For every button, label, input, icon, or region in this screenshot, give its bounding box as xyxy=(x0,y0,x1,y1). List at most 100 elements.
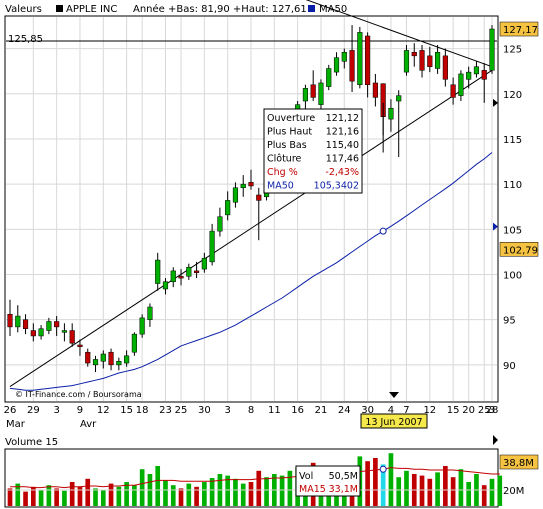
candle-down-body xyxy=(450,84,456,98)
x-tick-label: 3 xyxy=(224,405,230,416)
volume-bar xyxy=(170,485,176,506)
candle xyxy=(489,25,495,74)
candle-down-body xyxy=(248,182,254,187)
ma50-path xyxy=(9,152,493,391)
candle-down-body xyxy=(349,50,355,82)
candle-up-body xyxy=(46,321,52,331)
candle xyxy=(201,252,207,273)
candle-up-body xyxy=(357,32,363,86)
y-tick-label: 110 xyxy=(503,180,522,191)
candle xyxy=(131,332,137,356)
candle xyxy=(30,323,36,342)
y-tick-label: 105 xyxy=(503,225,522,236)
year-range-label: Année +Bas: 81,90 +Haut: 127,61 xyxy=(133,3,307,15)
candle-up-body xyxy=(147,306,153,320)
volume-bar xyxy=(435,472,440,506)
candle xyxy=(411,43,417,67)
tooltip-row-value: 121,16 xyxy=(326,127,359,138)
volume-bar xyxy=(62,490,67,506)
date-marker-label: 13 Jun 2007 xyxy=(365,417,422,428)
candle-up-body xyxy=(15,315,21,328)
candle xyxy=(333,52,340,76)
volume-bar xyxy=(450,477,456,506)
volume-bar xyxy=(287,470,293,506)
candle-up-body xyxy=(458,73,464,96)
volume-bar xyxy=(481,485,487,506)
candle xyxy=(450,77,456,105)
candle-down-body xyxy=(193,270,200,273)
volume-tooltip-label: MA15 xyxy=(299,484,326,495)
candle-up-body xyxy=(92,359,99,366)
tooltip-row-label: Chg % xyxy=(267,167,298,178)
volume-bar xyxy=(108,483,114,506)
volume-bar xyxy=(46,485,52,506)
candle-down-body xyxy=(365,35,371,86)
candle xyxy=(403,45,410,76)
volume-bar xyxy=(256,470,262,506)
volume-bar xyxy=(264,477,269,506)
candle-up-body xyxy=(341,51,347,62)
tooltip-row-value: 105,3402 xyxy=(314,181,359,192)
trendlines xyxy=(6,0,497,387)
volume-bar xyxy=(497,475,503,506)
candle-down-body xyxy=(77,344,83,348)
candle-up-body xyxy=(326,68,332,87)
x-tick-label: 25 xyxy=(478,405,491,416)
candle-up-body xyxy=(155,259,161,284)
candle xyxy=(473,61,480,78)
price-axis: 90 95 100 105 110 115 120 125 xyxy=(503,45,522,372)
candle-up-body xyxy=(201,257,207,270)
tooltip-row-label: MA50 xyxy=(267,181,294,192)
x-tick-label: 4 xyxy=(388,405,394,416)
volume-bar xyxy=(419,475,425,506)
volume-bar xyxy=(443,466,448,506)
x-tick-label: 3 xyxy=(489,405,495,416)
price-markers: 127,17 102,79 xyxy=(389,21,539,445)
candle-down-body xyxy=(30,330,36,337)
x-month-label: Mar xyxy=(6,419,26,430)
x-tick-label: 12 xyxy=(97,405,110,416)
candle xyxy=(124,350,130,367)
volume-bar xyxy=(38,490,44,506)
candle-down-body xyxy=(108,351,114,366)
candle xyxy=(108,348,114,371)
candle-up-body xyxy=(473,66,480,75)
candle xyxy=(434,45,441,74)
volume-bar xyxy=(404,470,409,506)
candle xyxy=(310,70,316,102)
x-tick-label: 7 xyxy=(403,405,409,416)
volume-bar xyxy=(93,488,98,506)
candle-up-body xyxy=(139,317,145,335)
candle xyxy=(46,317,52,335)
candle-down-body xyxy=(419,50,425,71)
level-line-label: 125,85 xyxy=(8,34,43,45)
volume-bar xyxy=(15,483,21,506)
x-tick-label: 25 xyxy=(175,405,188,416)
volume-pointer-icon xyxy=(493,435,498,445)
candle-up-body xyxy=(100,353,106,362)
last-price-box xyxy=(499,21,539,37)
candle xyxy=(419,45,425,78)
candle-up-body xyxy=(318,82,324,105)
candle xyxy=(85,348,91,367)
candle xyxy=(248,169,254,190)
security-legend-swatch xyxy=(56,5,63,12)
x-tick-label: 18 xyxy=(136,405,149,416)
date-marker-box xyxy=(360,413,428,429)
ma15-line xyxy=(10,465,500,489)
candle-up-body xyxy=(466,71,472,80)
tooltip-row-value: -2,43% xyxy=(325,167,359,178)
volume-bar xyxy=(69,482,75,506)
volume-bar xyxy=(225,475,231,506)
candle-up-body xyxy=(232,187,239,203)
x-tick-label: 24 xyxy=(338,405,351,416)
candle-up-body xyxy=(489,28,495,71)
y-tick-label: 90 xyxy=(503,361,516,372)
last-price-label: 127,17 xyxy=(503,25,538,36)
x-month-label: Avr xyxy=(80,419,97,430)
volume-bar xyxy=(380,464,386,506)
ma50-legend-swatch xyxy=(308,5,315,12)
tooltip-row-label: Clôture xyxy=(267,154,302,165)
volume-bar xyxy=(178,488,184,506)
volume-bar xyxy=(7,488,13,506)
